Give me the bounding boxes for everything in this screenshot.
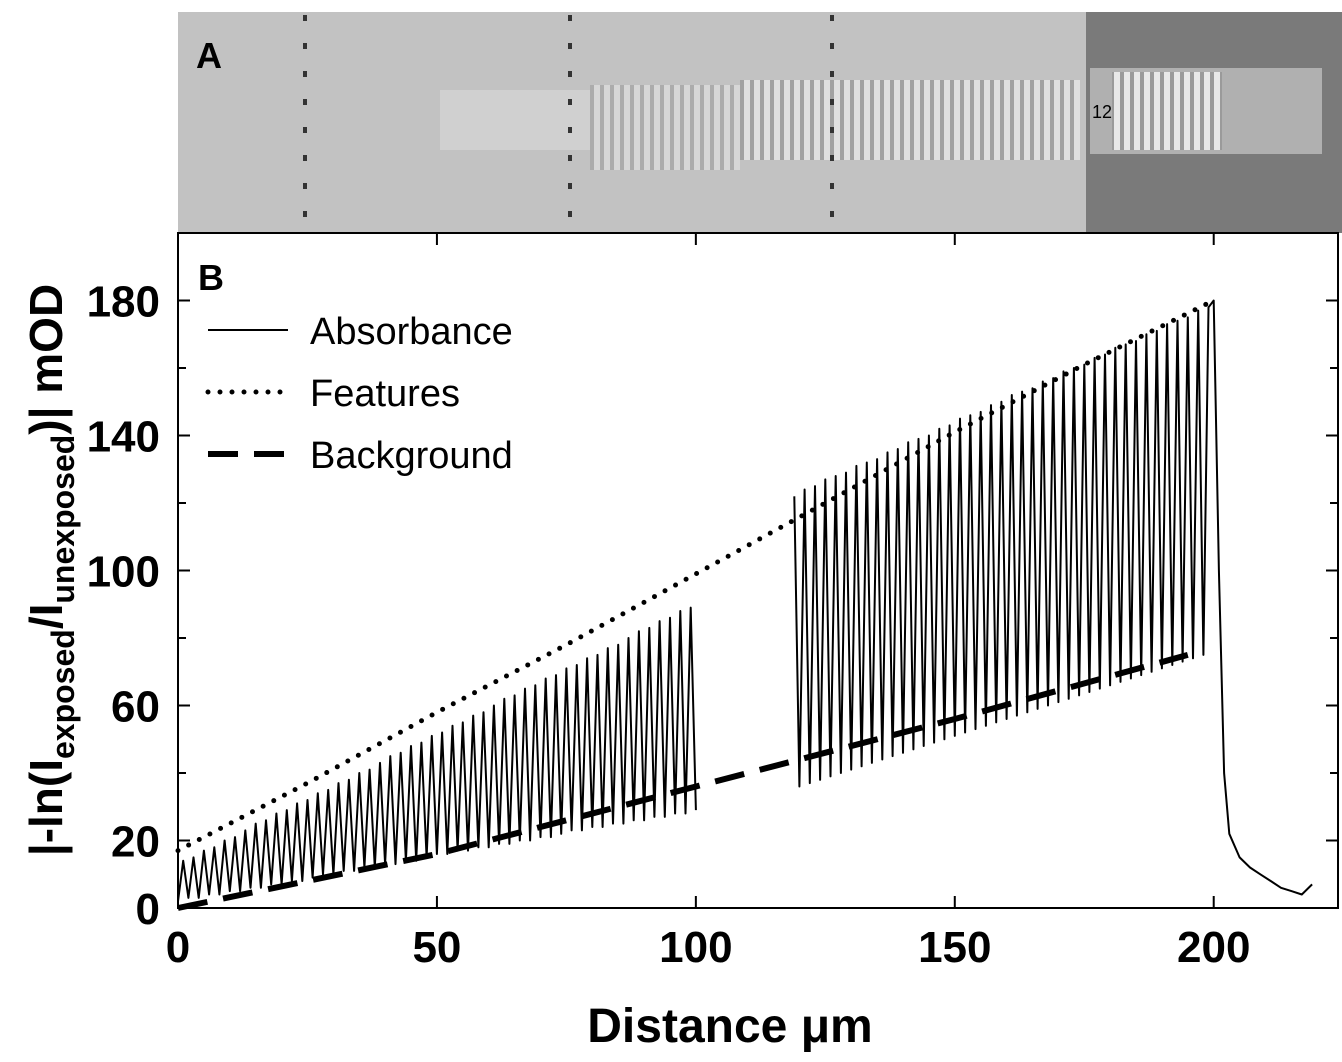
x-tick-label: 100	[659, 923, 732, 972]
y-tick-label: 20	[111, 818, 160, 867]
y-tick-label: 60	[111, 683, 160, 732]
y-tick-label: 0	[136, 885, 160, 934]
x-tick-label: 200	[1177, 923, 1250, 972]
x-tick-label: 50	[412, 923, 461, 972]
x-tick-label: 0	[166, 923, 190, 972]
y-label-part: |-ln(I	[20, 759, 72, 856]
series-line	[177, 299, 1313, 902]
y-label-part: unexposed	[45, 435, 81, 604]
legend-label: Background	[310, 435, 513, 477]
y-label-part: /I	[20, 604, 72, 630]
y-label-part: exposed	[45, 629, 81, 759]
legend-label: Features	[310, 373, 460, 415]
y-label-part: )| mOD	[20, 284, 72, 435]
y-tick-label: 180	[87, 278, 160, 327]
series-line	[177, 652, 1189, 911]
micrograph: A 12	[178, 12, 1342, 233]
x-axis-label: Distance μm	[587, 1000, 872, 1053]
y-axis-label: |-ln(Iexposed/Iunexposed)| mOD	[20, 284, 81, 856]
y-tick-label: 140	[87, 413, 160, 462]
legend-label: Absorbance	[310, 311, 513, 353]
image-text: 12	[1092, 102, 1112, 122]
panel-label: B	[198, 257, 224, 298]
x-tick-label: 150	[918, 923, 991, 972]
series-line	[175, 298, 1217, 854]
y-tick-label: 100	[87, 548, 160, 597]
panel-label: A	[196, 35, 222, 76]
